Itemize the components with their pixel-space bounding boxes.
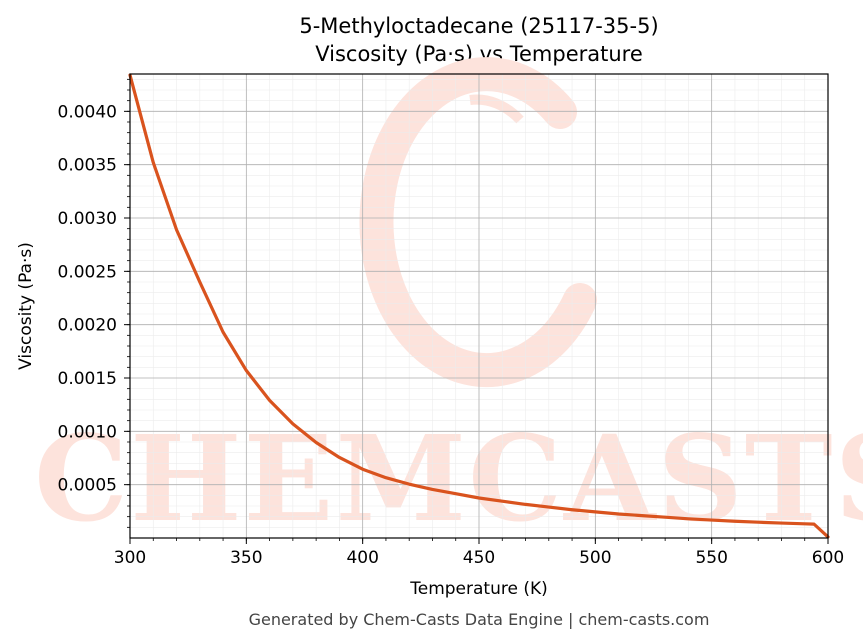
x-tick-label: 500 (579, 548, 611, 568)
watermark-logo (359, 57, 597, 388)
y-tick-label: 0.0025 (58, 262, 117, 282)
y-axis-label: Viscosity (Pa·s) (16, 242, 36, 370)
y-tick-labels: 0.0005 0.0010 0.0015 0.0020 0.0025 0.0030 0.00… (58, 102, 117, 495)
axis-ticks (124, 78, 829, 544)
series-layer (128, 73, 830, 539)
y-tick-label: 0.0040 (58, 102, 117, 122)
x-tick-label: 350 (230, 548, 262, 568)
y-tick-label: 0.0005 (58, 476, 117, 496)
x-tick-label: 400 (346, 548, 378, 568)
x-tick-labels: 300 350 400 450 500 550 600 (114, 548, 844, 568)
series-line-0 (128, 73, 830, 539)
y-tick-label: 0.0015 (58, 369, 117, 389)
x-tick-label: 300 (114, 548, 146, 568)
y-tick-label: 0.0020 (58, 316, 117, 336)
x-tick-label: 600 (812, 548, 844, 568)
x-tick-label: 550 (695, 548, 727, 568)
x-axis-label: Temperature (K) (409, 579, 548, 599)
y-tick-label: 0.0010 (58, 422, 117, 442)
y-tick-label: 0.0035 (58, 156, 117, 176)
major-grid (129, 74, 829, 538)
chart-title: 5-Methyloctadecane (25117-35-5) (299, 14, 658, 38)
x-tick-label: 450 (463, 548, 495, 568)
y-tick-label: 0.0030 (58, 209, 117, 229)
watermark-text: CHEMCASTS (34, 409, 863, 548)
footer-credit: Generated by Chem-Casts Data Engine | ch… (249, 610, 710, 629)
